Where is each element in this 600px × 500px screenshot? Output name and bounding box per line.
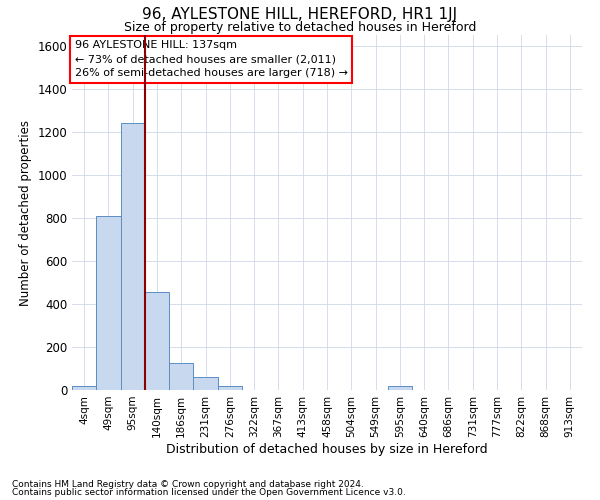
Text: Contains public sector information licensed under the Open Government Licence v3: Contains public sector information licen… (12, 488, 406, 497)
Bar (96, 216, 121, 390)
Bar (72, 386, 96, 390)
Text: Contains HM Land Registry data © Crown copyright and database right 2024.: Contains HM Land Registry data © Crown c… (12, 480, 364, 489)
Bar (121, 123, 145, 390)
Bar (169, 363, 193, 390)
Text: Size of property relative to detached houses in Hereford: Size of property relative to detached ho… (124, 21, 476, 34)
Text: 96 AYLESTONE HILL: 137sqm
← 73% of detached houses are smaller (2,011)
26% of se: 96 AYLESTONE HILL: 137sqm ← 73% of detac… (74, 40, 347, 78)
Y-axis label: Number of detached properties: Number of detached properties (19, 120, 32, 306)
Bar (388, 386, 412, 390)
Bar (145, 292, 169, 390)
Bar (218, 386, 242, 390)
X-axis label: Distribution of detached houses by size in Hereford: Distribution of detached houses by size … (166, 442, 488, 456)
Text: 96, AYLESTONE HILL, HEREFORD, HR1 1JJ: 96, AYLESTONE HILL, HEREFORD, HR1 1JJ (142, 8, 458, 22)
Bar (193, 377, 218, 390)
